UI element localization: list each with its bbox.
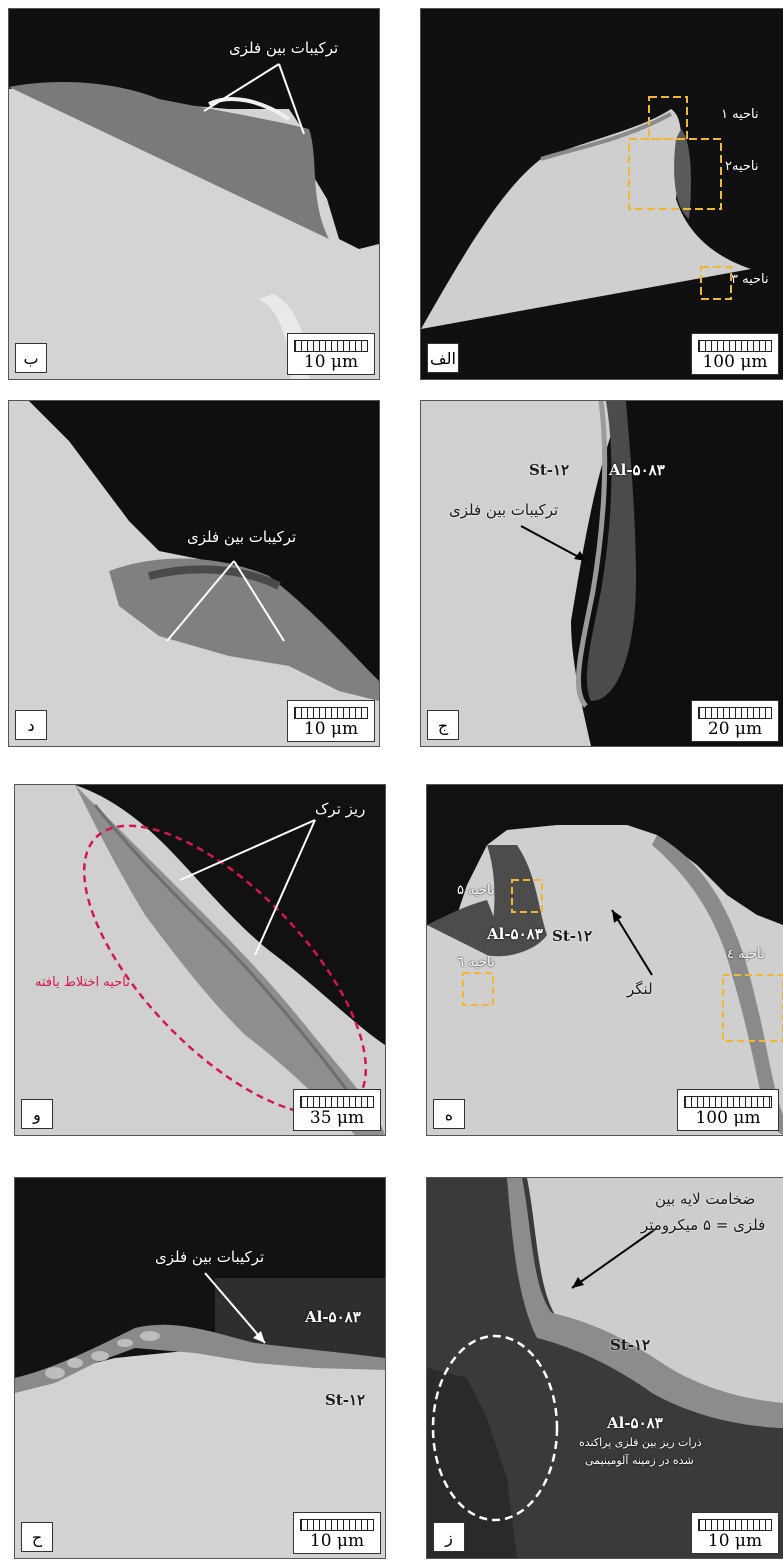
region-boxes-h xyxy=(462,879,783,1042)
mixed-zone-ellipse xyxy=(82,819,368,1116)
region-3-label: ناحیه ۳ xyxy=(731,272,769,287)
region-1-label: ناحیه ۱ xyxy=(721,107,759,122)
micrograph-h-image xyxy=(427,785,783,1135)
region-5-label: ناحیه ۵ xyxy=(457,883,495,898)
panel-letter-alef: الف xyxy=(427,343,459,373)
scale-bar-ha: 10 μm xyxy=(293,1512,381,1554)
scale-text-b: 10 μm xyxy=(303,352,359,372)
steel-label-h: St-۱۲ xyxy=(552,927,593,945)
micrograph-alef-image xyxy=(421,9,783,379)
micrograph-panel-h: ناحیه ۵ ناحیه ٦ ناحیه ٤ Al-۵۰۸۳ St-۱۲ لن… xyxy=(426,784,783,1136)
micrograph-panel-alef: ناحیه ۱ ناحیه۲ ناحیه ۳ الف 100 μm xyxy=(420,8,783,380)
aluminum-label-ha: Al-۵۰۸۳ xyxy=(305,1308,361,1326)
panel-letter-ha: ح xyxy=(21,1522,53,1552)
panel-letter-v: و xyxy=(21,1099,53,1129)
region-4-label: ناحیه ٤ xyxy=(727,947,765,962)
steel-label-ha: St-۱۲ xyxy=(325,1391,366,1409)
steel-label-z: St-۱۲ xyxy=(610,1336,651,1354)
anchor-label: لنگر xyxy=(627,980,653,998)
steel-label-j: St-۱۲ xyxy=(529,461,570,479)
panel-letter-h: ه xyxy=(433,1099,465,1129)
micrograph-ha-image xyxy=(15,1178,385,1558)
scale-text-h: 100 μm xyxy=(695,1108,761,1128)
arrows-b xyxy=(203,63,305,135)
micrograph-panel-b: ترکیبات بین فلزی ب 10 μm xyxy=(8,8,380,380)
arrow-j xyxy=(520,525,587,562)
region-2-label: ناحیه۲ xyxy=(725,159,759,174)
arrows-d xyxy=(166,560,285,642)
micrograph-z-image xyxy=(427,1178,783,1558)
scale-text-d: 10 μm xyxy=(303,719,359,739)
aluminum-label-h: Al-۵۰۸۳ xyxy=(487,925,543,943)
micrograph-panel-ha: ترکیبات بین فلزی Al-۵۰۸۳ St-۱۲ ح 10 μm xyxy=(14,1177,386,1559)
dispersed-particles-ellipse xyxy=(431,1227,658,1522)
panel-letter-j: ج xyxy=(427,710,459,740)
scale-bar-h: 100 μm xyxy=(677,1089,779,1131)
scale-bar-d: 10 μm xyxy=(287,700,375,742)
scale-text-ha: 10 μm xyxy=(309,1531,365,1551)
micrograph-j-image xyxy=(421,401,783,746)
scale-bar-v: 35 μm xyxy=(293,1089,381,1131)
dispersed-label-line2: شده در زمینه آلومینیمی xyxy=(585,1454,694,1467)
dispersed-label-line1: ذرات ریز بین فلزی پراکنده xyxy=(579,1436,702,1449)
micrograph-panel-d: ترکیبات بین فلزی د 10 μm xyxy=(8,400,380,747)
scale-bar-b: 10 μm xyxy=(287,333,375,375)
intermetallic-label-j: ترکیبات بین فلزی xyxy=(449,501,559,519)
region-6-label: ناحیه ٦ xyxy=(457,955,495,970)
scale-bar-z: 10 μm xyxy=(691,1512,779,1554)
intermetallic-label-d: ترکیبات بین فلزی xyxy=(187,528,297,546)
scale-text-z: 10 μm xyxy=(707,1531,763,1551)
scale-text-alef: 100 μm xyxy=(702,352,768,372)
panel-letter-z: ز xyxy=(433,1522,465,1552)
scale-text-j: 20 μm xyxy=(707,719,763,739)
thickness-label-line2: فلزی = ۵ میکرومتر xyxy=(641,1216,766,1234)
scale-bar-alef: 100 μm xyxy=(691,333,779,375)
scale-text-v: 35 μm xyxy=(309,1108,365,1128)
scale-bar-j: 20 μm xyxy=(691,700,779,742)
arrow-ha xyxy=(204,1272,266,1344)
micro-crack-label: ریز ترک xyxy=(315,800,366,818)
region-boxes-alef xyxy=(628,96,732,300)
micrograph-panel-v: ریز ترک ناحیه اختلاط یافته و 35 μm xyxy=(14,784,386,1136)
intermetallic-label-b: ترکیبات بین فلزی xyxy=(229,39,339,57)
aluminum-label-z: Al-۵۰۸۳ xyxy=(607,1414,663,1432)
intermetallic-label-ha: ترکیبات بین فلزی xyxy=(155,1248,265,1266)
thickness-label-line1: ضخامت لایه بین xyxy=(655,1190,756,1208)
micrograph-v-image xyxy=(15,785,385,1135)
micrograph-b-image xyxy=(9,9,379,379)
micrograph-d-image xyxy=(9,401,379,746)
panel-letter-b: ب xyxy=(15,343,47,373)
panel-letter-d: د xyxy=(15,710,47,740)
aluminum-label-j: Al-۵۰۸۳ xyxy=(609,461,665,479)
micrograph-panel-z: ضخامت لایه بین فلزی = ۵ میکرومتر St-۱۲ A… xyxy=(426,1177,783,1559)
micrograph-panel-j: St-۱۲ Al-۵۰۸۳ ترکیبات بین فلزی ج 20 μm xyxy=(420,400,783,747)
mixed-zone-label: ناحیه اختلاط یافته xyxy=(35,975,130,990)
